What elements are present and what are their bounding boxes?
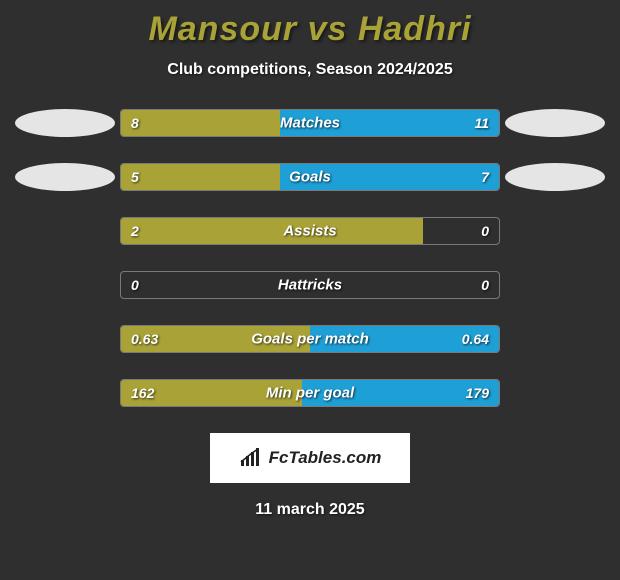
bar-spacer (423, 218, 499, 244)
ellipse-icon (13, 161, 117, 193)
stat-bar: 811Matches (120, 109, 500, 137)
stat-bar: 162179Min per goal (120, 379, 500, 407)
ellipse-icon (503, 107, 607, 139)
bar-segment-right (280, 110, 499, 136)
bar-segment-right (280, 164, 499, 190)
left-badge-slot (10, 107, 120, 139)
right-badge-slot (500, 107, 610, 139)
stat-bar: 0.630.64Goals per match (120, 325, 500, 353)
stat-bar: 57Goals (120, 163, 500, 191)
bar-segment-right (310, 326, 499, 352)
date-label: 11 march 2025 (0, 501, 620, 519)
right-badge-slot (500, 161, 610, 193)
bar-segment-left (121, 326, 310, 352)
stat-rows: 811Matches 57Goals 20Assists 00Hattricks 0.6… (0, 109, 620, 407)
stat-row: 57Goals (10, 163, 610, 191)
left-badge-slot (10, 161, 120, 193)
stat-bar: 00Hattricks (120, 271, 500, 299)
chart-icon (239, 448, 263, 468)
subtitle: Club competitions, Season 2024/2025 (0, 61, 620, 79)
bar-segment-right (302, 380, 499, 406)
logo-badge: FcTables.com (210, 433, 410, 483)
bar-segment-left (121, 218, 423, 244)
comparison-infographic: Mansour vs Hadhri Club competitions, Sea… (0, 0, 620, 580)
bar-segment-left (121, 380, 302, 406)
stat-row: 162179Min per goal (10, 379, 610, 407)
ellipse-icon (13, 107, 117, 139)
bar-segment-left (121, 164, 280, 190)
logo-text: FcTables.com (269, 448, 382, 468)
page-title: Mansour vs Hadhri (0, 10, 620, 49)
stat-bar: 20Assists (120, 217, 500, 245)
bar-spacer (121, 272, 499, 298)
ellipse-icon (503, 161, 607, 193)
stat-row: 0.630.64Goals per match (10, 325, 610, 353)
stat-row: 811Matches (10, 109, 610, 137)
stat-row: 20Assists (10, 217, 610, 245)
stat-row: 00Hattricks (10, 271, 610, 299)
bar-segment-left (121, 110, 280, 136)
